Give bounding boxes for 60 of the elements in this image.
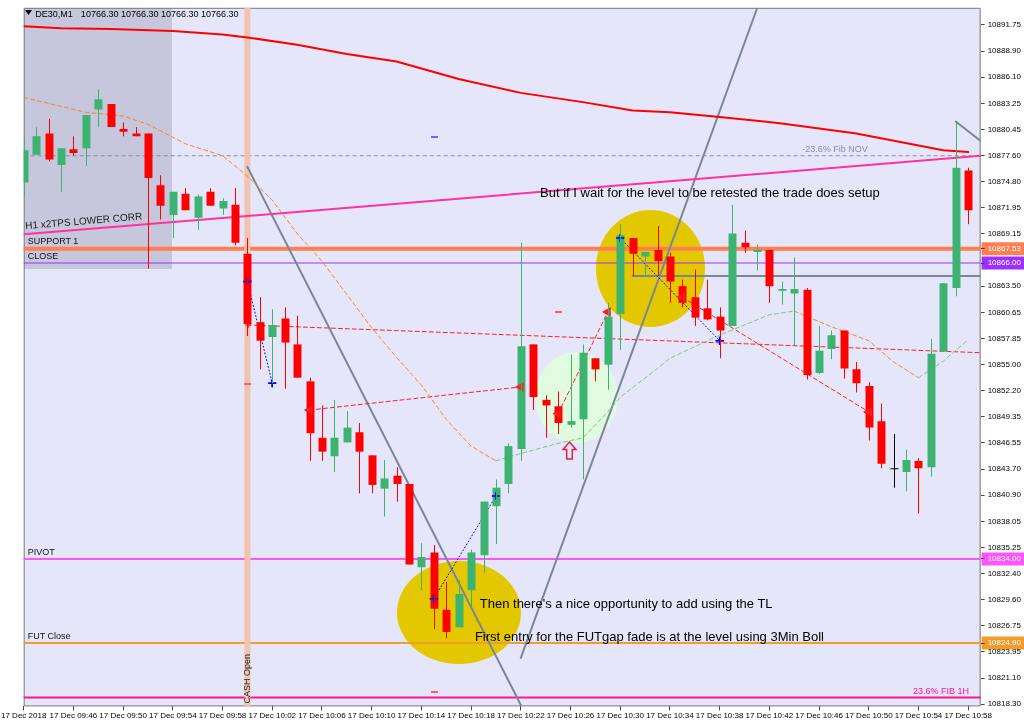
x-tick-label: 17 Dec 10:10 — [347, 711, 397, 721]
x-tick-label: 17 Dec 10:18 — [447, 711, 496, 721]
ref-line-label: FUT Close — [27, 631, 71, 642]
x-tick-label: 17 Dec 10:42 — [745, 711, 794, 721]
y-tick-label: 10840.90 — [987, 490, 1022, 500]
y-tick-label: 10886.10 — [987, 72, 1022, 82]
ref-line-label: SUPPORT 1 — [27, 235, 79, 246]
x-tick-label: 17 Dec 09:46 — [49, 711, 98, 721]
chart-title: DE30,M1 — [35, 9, 73, 20]
ref-line-label: CLOSE — [27, 251, 59, 262]
y-tick-label: 10829.60 — [987, 594, 1022, 604]
x-tick-label: 17 Dec 10:14 — [397, 711, 446, 721]
ref-line-label: CASH Open — [241, 653, 252, 704]
y-tick-label: 10871.95 — [987, 203, 1022, 213]
series-label: H1 x2TPS LOWER CORR — [24, 210, 143, 232]
y-tick-label: 10824.90 — [987, 638, 1022, 648]
x-tick-label: 17 Dec 2018 — [1, 711, 47, 721]
x-tick-label: 17 Dec 10:38 — [695, 711, 744, 721]
chart-subtitle: 10766.30 10766.30 10766.30 10766.30 — [80, 9, 239, 20]
y-tick-label: 10835.25 — [987, 542, 1022, 552]
x-tick-label: 17 Dec 10:30 — [596, 711, 645, 721]
x-tick-label: 17 Dec 10:50 — [844, 711, 894, 721]
y-tick-label: 10857.85 — [987, 333, 1022, 343]
x-tick-label: 17 Dec 10:54 — [894, 711, 943, 721]
y-tick-label: 10867.53 — [987, 244, 1022, 254]
x-tick-label: 17 Dec 09:50 — [99, 711, 148, 721]
y-tick-label: 10821.10 — [987, 673, 1022, 683]
y-tick-label: 10880.45 — [987, 124, 1022, 134]
y-tick-label: 10869.15 — [987, 229, 1022, 239]
y-tick-label: 10834.00 — [987, 554, 1022, 564]
y-tick-label: 10852.20 — [987, 385, 1022, 395]
y-tick-label: 10849.35 — [987, 412, 1022, 422]
x-tick-label: 17 Dec 10:58 — [944, 711, 993, 721]
y-tick-label: 10846.55 — [987, 438, 1022, 448]
x-tick-label: 17 Dec 09:58 — [198, 711, 247, 721]
y-tick-label: 10866.00 — [987, 258, 1022, 268]
y-tick-label: 10888.90 — [987, 46, 1022, 56]
x-tick-label: 17 Dec 10:02 — [248, 711, 297, 721]
y-tick-label: 10891.75 — [987, 20, 1022, 30]
x-tick-label: 17 Dec 10:06 — [298, 711, 347, 721]
x-tick-label: 17 Dec 10:22 — [497, 711, 546, 721]
ref-line-label: PIVOT — [27, 546, 56, 557]
ref-line-label: 23.6% FIB 1H — [912, 685, 969, 696]
y-tick-label: 10832.40 — [987, 568, 1022, 578]
y-tick-label: 10823.95 — [987, 647, 1022, 657]
y-tick-label: 10818.30 — [987, 699, 1022, 709]
y-tick-label: 10877.60 — [987, 150, 1022, 160]
y-tick-label: 10883.25 — [987, 98, 1022, 108]
y-tick-label: 10863.50 — [987, 281, 1022, 291]
y-tick-label: 10874.80 — [987, 176, 1022, 186]
x-tick-label: 17 Dec 10:46 — [795, 711, 844, 721]
y-tick-label: 10843.70 — [987, 464, 1022, 474]
y-tick-label: 10860.65 — [987, 307, 1022, 317]
x-tick-label: 17 Dec 10:34 — [646, 711, 695, 721]
y-tick-label: 10826.75 — [987, 621, 1022, 631]
y-tick-label: 10855.00 — [987, 359, 1022, 369]
y-tick-label: 10838.05 — [987, 516, 1022, 526]
x-tick-label: 17 Dec 10:26 — [546, 711, 595, 721]
x-tick-label: 17 Dec 09:54 — [149, 711, 198, 721]
ref-line-label: -23.6% Fib NOV — [802, 144, 868, 155]
